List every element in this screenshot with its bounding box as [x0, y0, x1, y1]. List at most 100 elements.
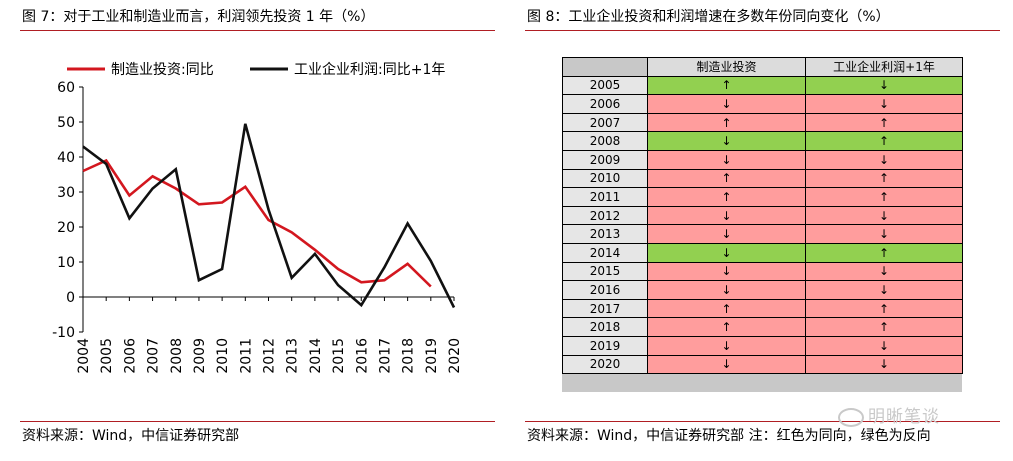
chart-legend: 制造业投资:同比 工业企业利润:同比+1年 [67, 61, 445, 78]
x-tick-label: 2011 [238, 338, 254, 374]
investment-direction-cell: ↓ [647, 280, 806, 300]
year-cell: 2011 [562, 187, 648, 207]
table-row: 2008 ↓ ↑ [562, 131, 963, 151]
year-cell: 2020 [562, 354, 648, 375]
year-cell: 2009 [562, 149, 648, 170]
table-row: 2017 ↑ ↑ [562, 298, 963, 319]
x-tick-label: 2015 [331, 338, 347, 374]
table-body: 2005 ↑ ↓ 2006 ↓ ↓ 2007 ↑ ↑ 2008 ↓ ↑ 2009 ↓ ↓ 2010 ↑ ↑ 2011… [562, 75, 963, 375]
y-tick-label: 20 [57, 220, 75, 236]
source-note-left: 资料来源：Wind，中信证券研究部 [22, 428, 240, 444]
series-line-industrial-profit [82, 123, 456, 309]
investment-direction-cell: ↓ [647, 224, 806, 244]
chart-axes: -10 0 10 20 30 40 50 60 2004 2005 2006 2007 2008 2009… [52, 80, 463, 374]
x-tick-label: 2013 [285, 338, 301, 374]
figure-7-title: 图 7：对于工业和制造业而言，利润领先投资 1 年（%） [22, 9, 375, 25]
year-cell: 2019 [562, 335, 648, 356]
investment-direction-cell: ↑ [647, 317, 806, 337]
x-tick-label: 2019 [424, 338, 440, 374]
investment-direction-cell: ↓ [647, 335, 806, 356]
profit-direction-cell: ↑ [805, 131, 963, 151]
year-cell: 2008 [562, 131, 648, 151]
profit-direction-cell: ↓ [805, 149, 963, 170]
title-rule-left [20, 30, 495, 31]
series-line-manufacturing-investment [82, 158, 432, 288]
investment-direction-cell: ↓ [647, 261, 806, 282]
year-cell: 2016 [562, 280, 648, 300]
table-row: 2019 ↓ ↓ [562, 335, 963, 356]
header-year-cell [562, 57, 648, 77]
legend-label-1: 工业企业利润:同比+1年 [294, 61, 445, 78]
y-tick-label: 60 [57, 80, 75, 96]
table-row: 2020 ↓ ↓ [562, 354, 963, 375]
profit-direction-cell: ↓ [805, 335, 963, 356]
series-layer [82, 123, 456, 309]
x-tick-label: 2009 [192, 338, 208, 374]
table-row: 2005 ↑ ↓ [562, 75, 963, 96]
x-tick-label: 2012 [262, 338, 278, 374]
profit-direction-cell: ↑ [805, 187, 963, 207]
investment-direction-cell: ↑ [647, 168, 806, 189]
profit-direction-cell: ↑ [805, 112, 963, 133]
table-row: 2018 ↑ ↑ [562, 317, 963, 337]
wechat-icon [838, 407, 864, 427]
table-row: 2013 ↓ ↓ [562, 224, 963, 244]
x-tick-label: 2006 [122, 338, 138, 374]
watermark: 明晰笔谈 [838, 402, 940, 427]
y-tick-label: 40 [57, 150, 75, 166]
x-tick-label: 2014 [308, 338, 324, 374]
year-cell: 2018 [562, 317, 648, 337]
x-tick-label: 2008 [169, 338, 185, 374]
y-tick-label: 30 [57, 185, 75, 201]
x-tick-label: 2016 [354, 338, 370, 374]
header-profit: 工业企业利润+1年 [805, 57, 963, 77]
profit-direction-cell: ↓ [805, 224, 963, 244]
table-row: 2016 ↓ ↓ [562, 280, 963, 300]
year-cell: 2015 [562, 261, 648, 282]
table-row: 2007 ↑ ↑ [562, 112, 963, 133]
profit-direction-cell: ↑ [805, 168, 963, 189]
investment-direction-cell: ↓ [647, 242, 806, 263]
investment-direction-cell: ↑ [647, 112, 806, 133]
investment-direction-cell: ↑ [647, 75, 806, 96]
x-tick-label: 2004 [76, 338, 92, 374]
investment-direction-cell: ↓ [647, 354, 806, 375]
y-tick-label: -10 [52, 325, 75, 341]
source-rule-left [20, 421, 495, 422]
year-cell: 2005 [562, 75, 648, 96]
watermark-text: 明晰笔谈 [868, 407, 940, 427]
y-tick-label: 0 [66, 290, 75, 306]
year-cell: 2007 [562, 112, 648, 133]
year-cell: 2013 [562, 224, 648, 244]
x-tick-label: 2020 [447, 338, 463, 374]
y-tick-label: 50 [57, 115, 75, 131]
profit-direction-cell: ↓ [805, 280, 963, 300]
source-rule-right [525, 421, 1000, 422]
x-tick-label: 2018 [401, 338, 417, 374]
x-tick-label: 2005 [99, 338, 115, 374]
direction-table: 制造业投资 工业企业利润+1年 2005 ↑ ↓ 2006 ↓ ↓ 2007 ↑ ↑ 2008 ↓ ↑… [562, 57, 963, 375]
profit-direction-cell: ↓ [805, 354, 963, 375]
profit-direction-cell: ↓ [805, 94, 963, 114]
direction-table-container: 制造业投资 工业企业利润+1年 2005 ↑ ↓ 2006 ↓ ↓ 2007 ↑ ↑ 2008 ↓ ↑… [562, 57, 963, 392]
table-row: 2006 ↓ ↓ [562, 94, 963, 114]
figure-8-title: 图 8：工业企业投资和利润增速在多数年份同向变化（%） [527, 9, 890, 25]
year-cell: 2010 [562, 168, 648, 189]
table-row: 2015 ↓ ↓ [562, 261, 963, 282]
investment-direction-cell: ↓ [647, 131, 806, 151]
table-row: 2014 ↓ ↑ [562, 242, 963, 263]
table-header-row: 制造业投资 工业企业利润+1年 [562, 57, 963, 77]
investment-direction-cell: ↑ [647, 298, 806, 319]
profit-direction-cell: ↓ [805, 75, 963, 96]
y-tick-label: 10 [57, 255, 75, 271]
year-cell: 2014 [562, 242, 648, 263]
table-row: 2009 ↓ ↓ [562, 149, 963, 170]
table-row: 2010 ↑ ↑ [562, 168, 963, 189]
table-row: 2011 ↑ ↑ [562, 187, 963, 207]
profit-direction-cell: ↑ [805, 298, 963, 319]
profit-direction-cell: ↓ [805, 261, 963, 282]
line-chart: 制造业投资:同比 工业企业利润:同比+1年 -10 0 10 20 30 40 50 60 200… [52, 61, 463, 374]
profit-direction-cell: ↑ [805, 317, 963, 337]
year-cell: 2012 [562, 205, 648, 226]
legend-label-0: 制造业投资:同比 [111, 62, 214, 78]
